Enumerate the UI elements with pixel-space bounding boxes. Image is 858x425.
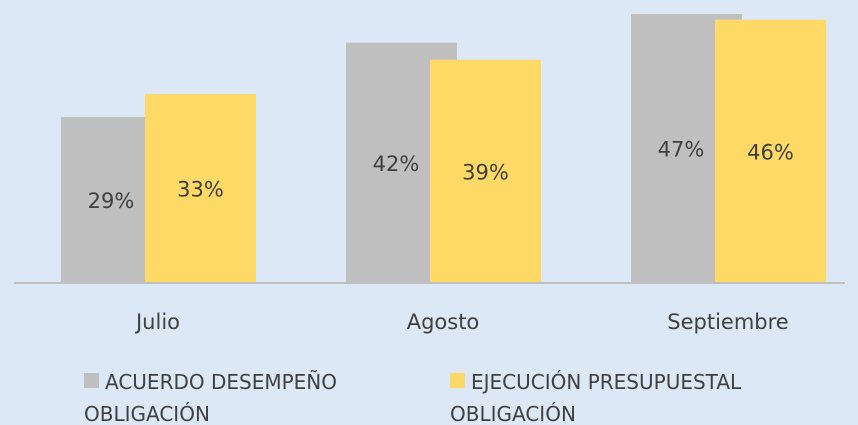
bar (715, 19, 826, 284)
x-tick-label: Septiembre (667, 310, 788, 334)
x-tick-label: Julio (134, 310, 180, 334)
data-label: 46% (747, 140, 794, 164)
bar (430, 59, 541, 284)
legend-label: ACUERDO DESEMPEÑO OBLIGACIÓN (84, 370, 337, 425)
x-tick-label: Agosto (407, 310, 480, 334)
data-label: 47% (658, 138, 705, 162)
data-label: 42% (373, 152, 420, 176)
data-label: 33% (177, 178, 224, 202)
legend-label: EJECUCIÓN PRESUPUESTAL OBLIGACIÓN (450, 370, 742, 425)
data-label: 29% (88, 189, 135, 213)
legend-swatch (84, 373, 99, 388)
legend-item: ACUERDO DESEMPEÑO OBLIGACIÓN (84, 366, 384, 425)
legend-swatch (450, 373, 465, 388)
legend-item: EJECUCIÓN PRESUPUESTAL OBLIGACIÓN (450, 366, 790, 425)
data-label: 39% (462, 160, 509, 184)
bar (145, 94, 256, 284)
